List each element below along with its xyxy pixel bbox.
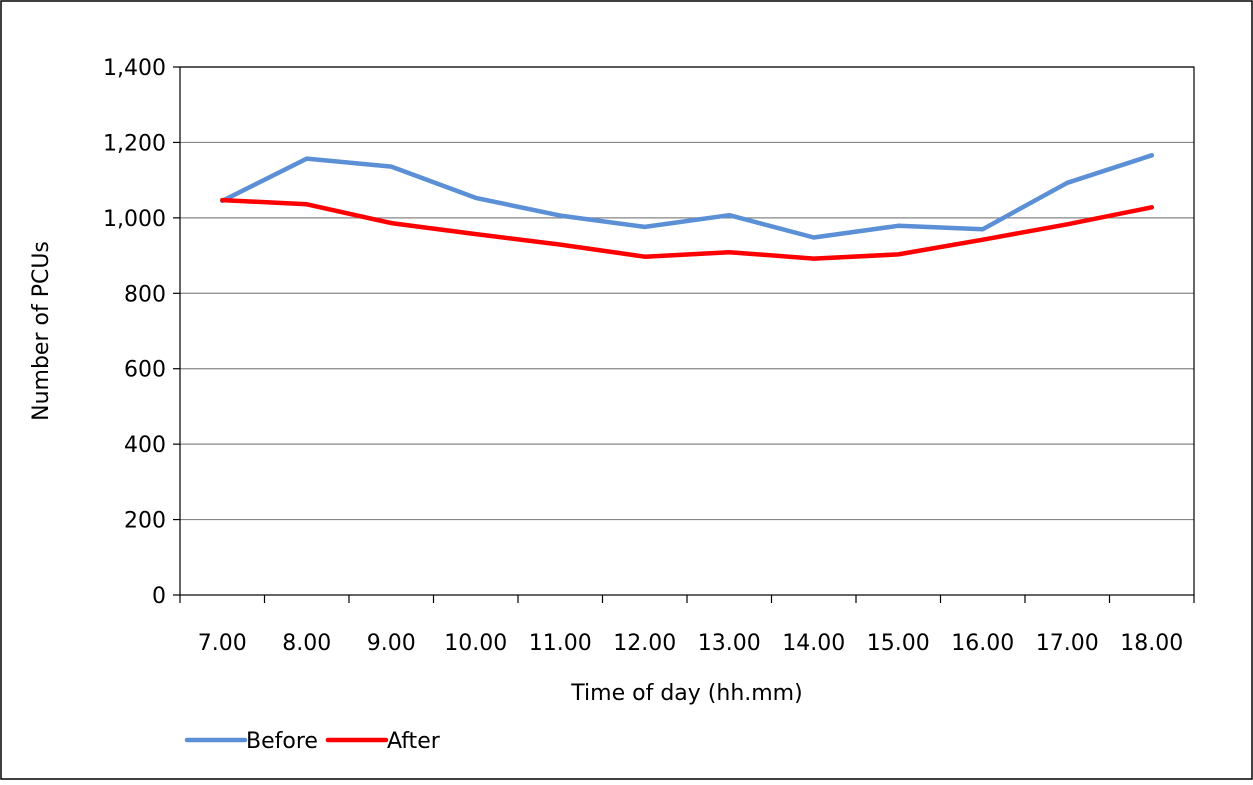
x-axis: 7.00 8.00 9.00 10.00 11.00 12.00 13.00 14.00 15.… bbox=[179, 595, 1195, 656]
x-tick-label: 18.00 bbox=[1120, 631, 1183, 656]
legend-label-after: After bbox=[387, 729, 441, 754]
x-tick-label: 7.00 bbox=[198, 631, 247, 656]
legend: Before After bbox=[184, 729, 441, 754]
y-tick-label: 1,200 bbox=[103, 131, 166, 156]
x-tick-label: 14.00 bbox=[782, 631, 845, 656]
y-tick-label: 1,400 bbox=[103, 56, 166, 81]
y-axis: 0 200 400 600 800 1,000 1,200 1,400 bbox=[103, 56, 180, 609]
series-lines bbox=[220, 153, 1155, 261]
series-line-before bbox=[220, 153, 1155, 240]
x-tick-label: 15.00 bbox=[867, 631, 930, 656]
x-tick-label: 11.00 bbox=[529, 631, 592, 656]
legend-label-before: Before bbox=[246, 729, 318, 754]
y-tick-label: 400 bbox=[124, 433, 166, 458]
x-tick-label: 17.00 bbox=[1036, 631, 1099, 656]
y-tick-label: 200 bbox=[124, 509, 166, 534]
x-tick-label: 10.00 bbox=[444, 631, 507, 656]
series-line-after bbox=[220, 197, 1155, 261]
y-tick-label: 0 bbox=[152, 584, 166, 609]
x-tick-label: 13.00 bbox=[698, 631, 761, 656]
x-tick-label: 9.00 bbox=[367, 631, 416, 656]
y-tick-label: 1,000 bbox=[103, 207, 166, 232]
y-tick-label: 600 bbox=[124, 358, 166, 383]
y-tick-label: 800 bbox=[124, 282, 166, 307]
x-axis-label: Time of day (hh.mm) bbox=[570, 681, 802, 706]
x-tick-label: 16.00 bbox=[951, 631, 1014, 656]
y-axis-label: Number of PCUs bbox=[29, 241, 54, 421]
x-tick-label: 8.00 bbox=[282, 631, 331, 656]
x-tick-label: 12.00 bbox=[613, 631, 676, 656]
